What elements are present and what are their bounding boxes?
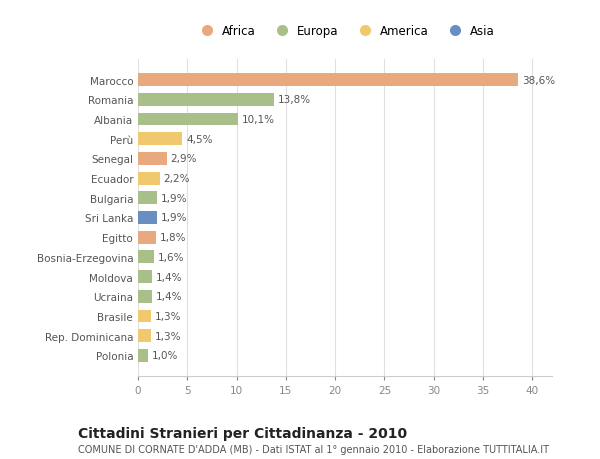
Bar [138, 133, 182, 146]
Legend: Africa, Europa, America, Asia: Africa, Europa, America, Asia [191, 21, 499, 41]
Text: 1,9%: 1,9% [161, 193, 187, 203]
Bar [138, 310, 151, 323]
Text: 1,4%: 1,4% [156, 272, 182, 282]
Text: 2,9%: 2,9% [170, 154, 197, 164]
Bar [138, 349, 148, 362]
Bar [138, 192, 157, 205]
Text: 1,0%: 1,0% [152, 351, 178, 361]
Text: 10,1%: 10,1% [241, 115, 275, 125]
Bar [138, 172, 160, 185]
Bar [138, 74, 518, 87]
Text: 1,3%: 1,3% [155, 311, 181, 321]
Text: Cittadini Stranieri per Cittadinanza - 2010: Cittadini Stranieri per Cittadinanza - 2… [78, 426, 407, 440]
Bar [138, 271, 152, 283]
Bar [138, 212, 157, 224]
Text: 1,8%: 1,8% [160, 233, 186, 243]
Bar [138, 153, 167, 165]
Bar [138, 251, 154, 264]
Bar [138, 113, 238, 126]
Text: COMUNE DI CORNATE D'ADDA (MB) - Dati ISTAT al 1° gennaio 2010 - Elaborazione TUT: COMUNE DI CORNATE D'ADDA (MB) - Dati IST… [78, 444, 549, 454]
Text: 1,6%: 1,6% [158, 252, 184, 263]
Bar [138, 231, 156, 244]
Text: 1,3%: 1,3% [155, 331, 181, 341]
Text: 38,6%: 38,6% [523, 75, 556, 85]
Text: 4,5%: 4,5% [187, 134, 213, 145]
Text: 2,2%: 2,2% [164, 174, 190, 184]
Bar [138, 330, 151, 342]
Text: 1,4%: 1,4% [156, 291, 182, 302]
Text: 1,9%: 1,9% [161, 213, 187, 223]
Text: 13,8%: 13,8% [278, 95, 311, 105]
Bar [138, 94, 274, 106]
Bar [138, 290, 152, 303]
